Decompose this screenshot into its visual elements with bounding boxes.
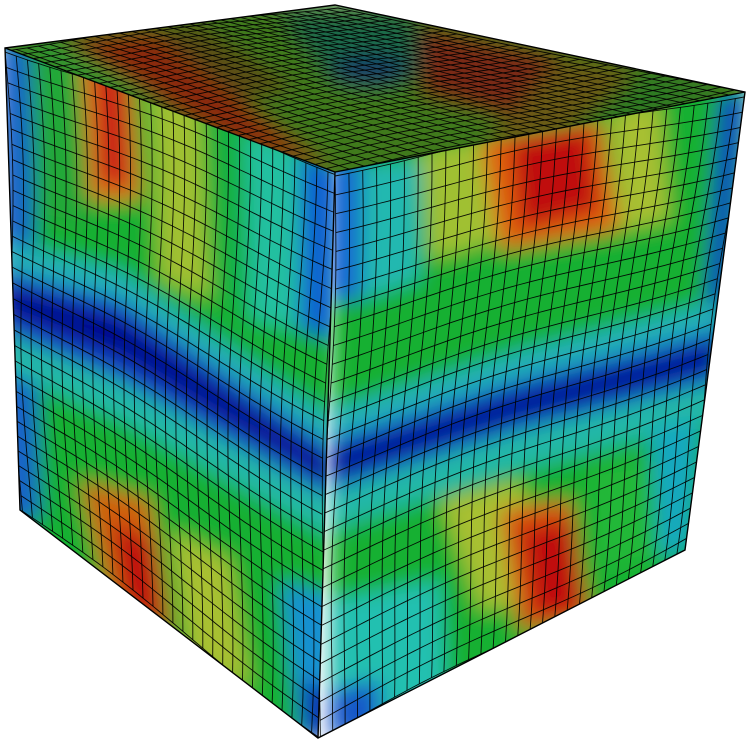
mesh-line [335, 187, 735, 290]
mesh-line [322, 354, 709, 497]
cube-right-face [318, 92, 745, 738]
mesh-line [11, 143, 333, 290]
mesh-line [12, 174, 330, 328]
mesh-line [169, 50, 538, 113]
mesh-line [12, 205, 328, 365]
mesh-line [20, 495, 323, 721]
cube-front-edge [317, 171, 336, 739]
mesh-line [318, 475, 699, 646]
mesh-line [301, 84, 708, 162]
mesh-line [325, 89, 735, 170]
mesh-line [14, 419, 325, 628]
mesh-line [7, 82, 335, 215]
mesh-line [8, 97, 335, 234]
mesh-line [334, 217, 729, 328]
mesh-line [335, 156, 740, 252]
mesh-line [16, 449, 325, 665]
mesh-line [319, 399, 705, 553]
mesh-line [19, 480, 324, 703]
mesh-line [51, 19, 392, 68]
mesh-line [11, 128, 335, 271]
mesh-line [16, 10, 352, 56]
mesh-line [244, 70, 637, 142]
cube-left-face [5, 48, 335, 738]
mesh-line [189, 56, 566, 121]
mesh-line [332, 247, 723, 365]
mesh-line [318, 490, 697, 665]
mesh-line [12, 189, 329, 346]
mesh-line [211, 61, 594, 130]
mesh-line [12, 404, 325, 609]
mesh-line [321, 369, 707, 515]
mesh-line [117, 36, 470, 93]
mesh-line [11, 373, 324, 572]
mesh-line [330, 263, 721, 384]
mesh-line [12, 220, 326, 384]
mesh-line [318, 429, 703, 590]
mesh-line [326, 308, 714, 440]
mesh-line [323, 338, 710, 478]
mesh-line [84, 27, 431, 81]
cube-outline [4, 4, 746, 739]
mesh-line [335, 141, 743, 234]
mesh-line [320, 384, 706, 534]
mesh-line [12, 235, 325, 403]
mesh-line [10, 327, 323, 515]
mesh-line [200, 58, 580, 125]
mesh-line [11, 281, 323, 459]
mesh-line [73, 24, 418, 77]
mesh-line [255, 72, 651, 146]
mesh-line [221, 64, 608, 134]
mesh-line [335, 171, 738, 271]
mesh-line [28, 13, 366, 60]
mesh-line [158, 47, 524, 109]
mesh-line [6, 66, 335, 196]
mesh-line [10, 113, 335, 252]
mesh-line [313, 86, 721, 166]
mesh-line [106, 33, 457, 89]
mesh-line [318, 444, 702, 609]
mesh-line [319, 535, 692, 721]
mesh-line [10, 312, 323, 497]
mesh-line [179, 53, 552, 117]
mesh-line [11, 266, 324, 440]
mesh-line [62, 21, 405, 73]
mesh-line [318, 459, 700, 628]
mesh-line [289, 81, 694, 158]
mesh-line [17, 465, 324, 684]
mesh-line [333, 232, 726, 346]
mesh-line [12, 159, 332, 309]
mesh-line [266, 75, 666, 150]
mesh-line [232, 67, 623, 138]
mesh-line [335, 110, 745, 196]
mesh-line [319, 505, 696, 684]
mesh-line [10, 297, 323, 478]
mesh-line [95, 30, 444, 85]
mesh-line [328, 293, 716, 422]
mesh-line [127, 39, 484, 97]
mesh-line [278, 78, 680, 154]
mesh-line [12, 388, 324, 590]
mesh-line [335, 126, 745, 215]
mesh-line [10, 342, 323, 534]
mesh-line [329, 278, 718, 403]
mesh-line [148, 44, 510, 105]
mesh-line [39, 16, 379, 64]
mesh-line [11, 251, 324, 422]
mesh-line [138, 41, 497, 101]
mesh-line [319, 520, 694, 703]
mesh-line [334, 202, 732, 309]
mesh-line [325, 323, 712, 459]
mesh-line [15, 434, 325, 646]
mesh-line [318, 414, 704, 572]
mesh-line [10, 358, 324, 553]
